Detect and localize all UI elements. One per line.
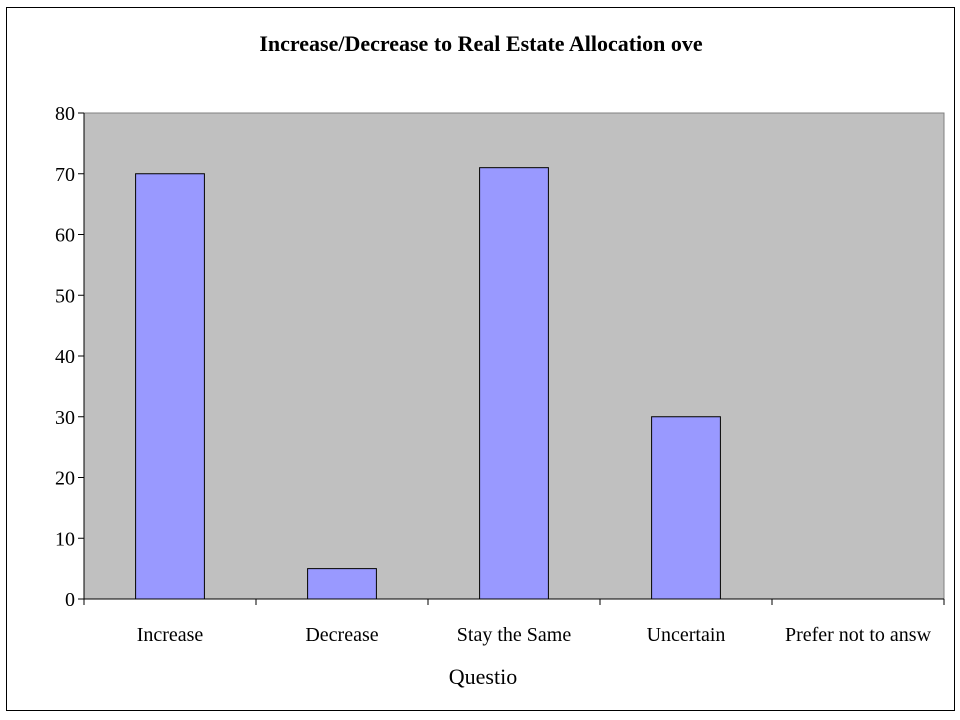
y-tick-label: 80 — [55, 103, 75, 125]
bar-uncertain — [651, 416, 721, 600]
x-axis-title: Questio — [449, 664, 517, 689]
x-tick-label: Decrease — [305, 624, 378, 646]
y-tick-label: 30 — [55, 407, 75, 429]
chart-title: Increase/Decrease to Real Estate Allocat… — [259, 31, 703, 56]
x-tick-label: Stay the Same — [457, 624, 572, 646]
y-axis: 0 10 20 30 40 50 60 70 80 — [55, 103, 85, 611]
x-tick-label: Increase — [137, 624, 204, 646]
chart-canvas: Increase/Decrease to Real Estate Allocat… — [55, 31, 945, 689]
y-tick-label: 60 — [55, 225, 75, 247]
bar-decrease — [307, 568, 377, 600]
x-tick-label: Uncertain — [647, 624, 726, 646]
bar-increase — [135, 173, 205, 600]
x-tick-label: Prefer not to answ — [785, 624, 932, 646]
y-tick-label: 20 — [55, 468, 75, 490]
y-tick-label: 40 — [55, 346, 75, 368]
x-axis: Increase Decrease Stay the Same Uncertain Pr… — [83, 598, 945, 646]
bar-stay-the-same — [479, 167, 549, 600]
chart-frame: Increase/Decrease to Real Estate Allocat… — [6, 7, 955, 711]
y-tick-label: 10 — [55, 528, 75, 550]
y-tick-label: 0 — [65, 589, 75, 611]
y-tick-label: 50 — [55, 285, 75, 307]
bars-group — [135, 167, 721, 600]
y-tick-label: 70 — [55, 164, 75, 186]
